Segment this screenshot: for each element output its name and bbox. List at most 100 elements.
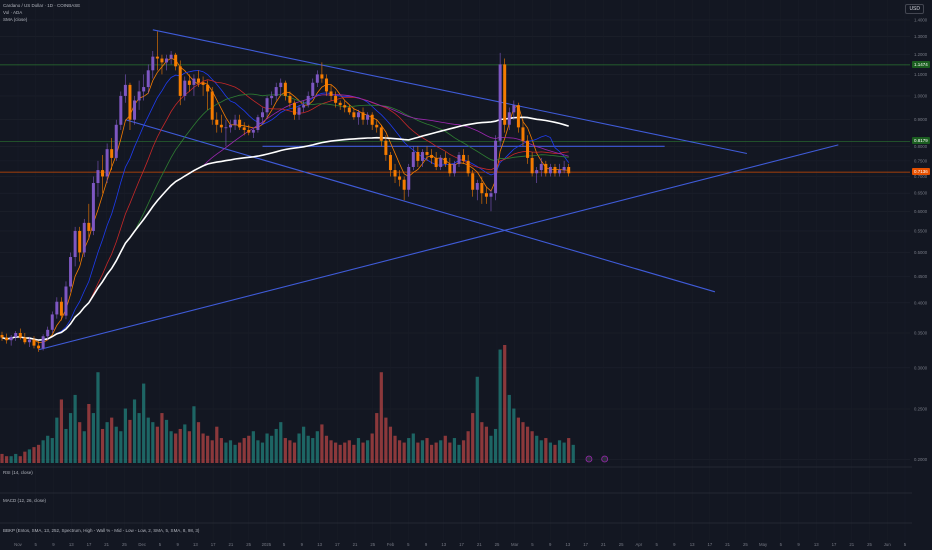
time-tick-label: 25: [619, 542, 624, 547]
channel-lower-line: [125, 119, 716, 293]
time-tick-label: 5: [780, 542, 783, 547]
volume-bar: [128, 419, 132, 463]
candle-body: [133, 100, 137, 120]
time-tick-label: 17: [87, 542, 92, 547]
candle-body: [452, 163, 456, 174]
volume-bar: [164, 419, 169, 463]
candle-body: [503, 64, 507, 125]
volume-bar: [206, 435, 210, 463]
rsi-pane-label[interactable]: RSI (14, close): [3, 470, 33, 475]
volume-bar: [306, 435, 310, 463]
candle-body: [64, 286, 68, 316]
horizontal-levels: [0, 64, 910, 173]
time-tick-label: 17: [211, 542, 216, 547]
bbkp-pane-label[interactable]: BBKP (Entos, SMA, 13, 252, Spectrum, Hig…: [3, 528, 200, 533]
candle-body: [370, 114, 374, 125]
candle-body: [256, 117, 260, 130]
time-tick-label: 9: [549, 542, 552, 547]
volume-bar: [87, 404, 91, 463]
volume-bar: [297, 433, 301, 463]
candle-body: [548, 166, 552, 174]
volume-bar: [334, 442, 338, 463]
volume-bar: [274, 428, 278, 463]
time-tick-label: 21: [228, 542, 233, 547]
candles: [0, 31, 571, 352]
time-tick-label: 21: [104, 542, 109, 547]
candle-body: [233, 119, 237, 125]
price-tick-label: 0.3500: [914, 331, 928, 336]
candle-body: [430, 154, 434, 158]
volume-bar: [539, 440, 543, 463]
candle-body: [306, 95, 310, 106]
candle-body: [187, 80, 191, 85]
volume-bar: [119, 431, 123, 463]
candle-body: [507, 112, 511, 125]
volume-bar: [525, 426, 530, 463]
candle-body: [439, 157, 443, 167]
time-tick-label: 9: [673, 542, 676, 547]
price-axis: 1.4000 1.3000 1.2000 1.1000 1.0000 0.9000 0.80…: [912, 0, 932, 550]
volume-bar: [320, 424, 324, 463]
volume-bar: [260, 442, 265, 463]
volume-legend[interactable]: Vol · ADA: [3, 10, 23, 15]
volume-bar: [64, 428, 68, 463]
candle-body: [242, 127, 246, 130]
candle-body: [210, 91, 214, 120]
pane-separators: [0, 466, 932, 524]
macd-pane-label[interactable]: MACD (12, 26, close): [3, 498, 47, 503]
volume-bar: [347, 440, 351, 463]
volume-bar: [457, 444, 461, 463]
volume-bar: [251, 431, 255, 463]
price-tag: 0.7136: [912, 168, 930, 176]
price-tick-label: 1.4000: [914, 17, 928, 22]
volume-bar: [489, 435, 493, 463]
event-marker-icon: [585, 455, 593, 463]
volume-bar: [68, 413, 73, 463]
time-tick-label: 9: [52, 542, 55, 547]
candle-body: [512, 105, 516, 113]
candle-body: [279, 82, 283, 88]
volume-bar: [174, 433, 178, 463]
candle-body: [361, 112, 365, 120]
candle-body: [411, 152, 415, 167]
price-tick-label: 0.7000: [914, 174, 928, 179]
moving-averages: [1, 57, 570, 344]
volume-bars: [0, 345, 575, 463]
price-tick-label: 1.2000: [914, 52, 928, 57]
support-line: [38, 144, 839, 351]
candle-body: [110, 149, 114, 158]
time-tick-label: Feb: [387, 542, 395, 547]
volume-bar: [292, 442, 297, 463]
candle-body: [366, 114, 370, 120]
volume-bar: [91, 413, 95, 463]
volume-bar: [553, 444, 557, 463]
price-tick-label: 0.2500: [914, 406, 928, 411]
volume-bar: [466, 431, 470, 463]
currency-button[interactable]: USD: [905, 4, 924, 14]
volume-bar: [471, 413, 475, 463]
volume-bar: [397, 440, 402, 463]
candle-body: [119, 95, 123, 125]
volume-bar: [370, 433, 374, 463]
volume-bar: [210, 440, 214, 463]
volume-bar: [571, 444, 575, 463]
sma-legend[interactable]: SMA (close): [3, 17, 28, 22]
candle-body: [448, 163, 452, 174]
volume-bar: [484, 426, 489, 463]
symbol-legend[interactable]: Cardano / US Dollar · 1D · COINBASE: [3, 3, 81, 8]
volume-bar: [448, 442, 452, 463]
volume-bar: [192, 406, 196, 463]
volume-bar: [393, 435, 397, 463]
candle-body: [215, 119, 219, 125]
candle-body: [530, 157, 534, 174]
candle-body: [9, 336, 13, 341]
candle-body: [137, 91, 141, 101]
volume-bar: [521, 422, 525, 463]
time-tick-label: 21: [477, 542, 482, 547]
candle-body: [311, 82, 315, 96]
price-tick-label: 0.5000: [914, 250, 928, 255]
volume-bar: [23, 451, 27, 463]
volume-bar: [283, 438, 287, 463]
volume-bar: [270, 435, 274, 463]
